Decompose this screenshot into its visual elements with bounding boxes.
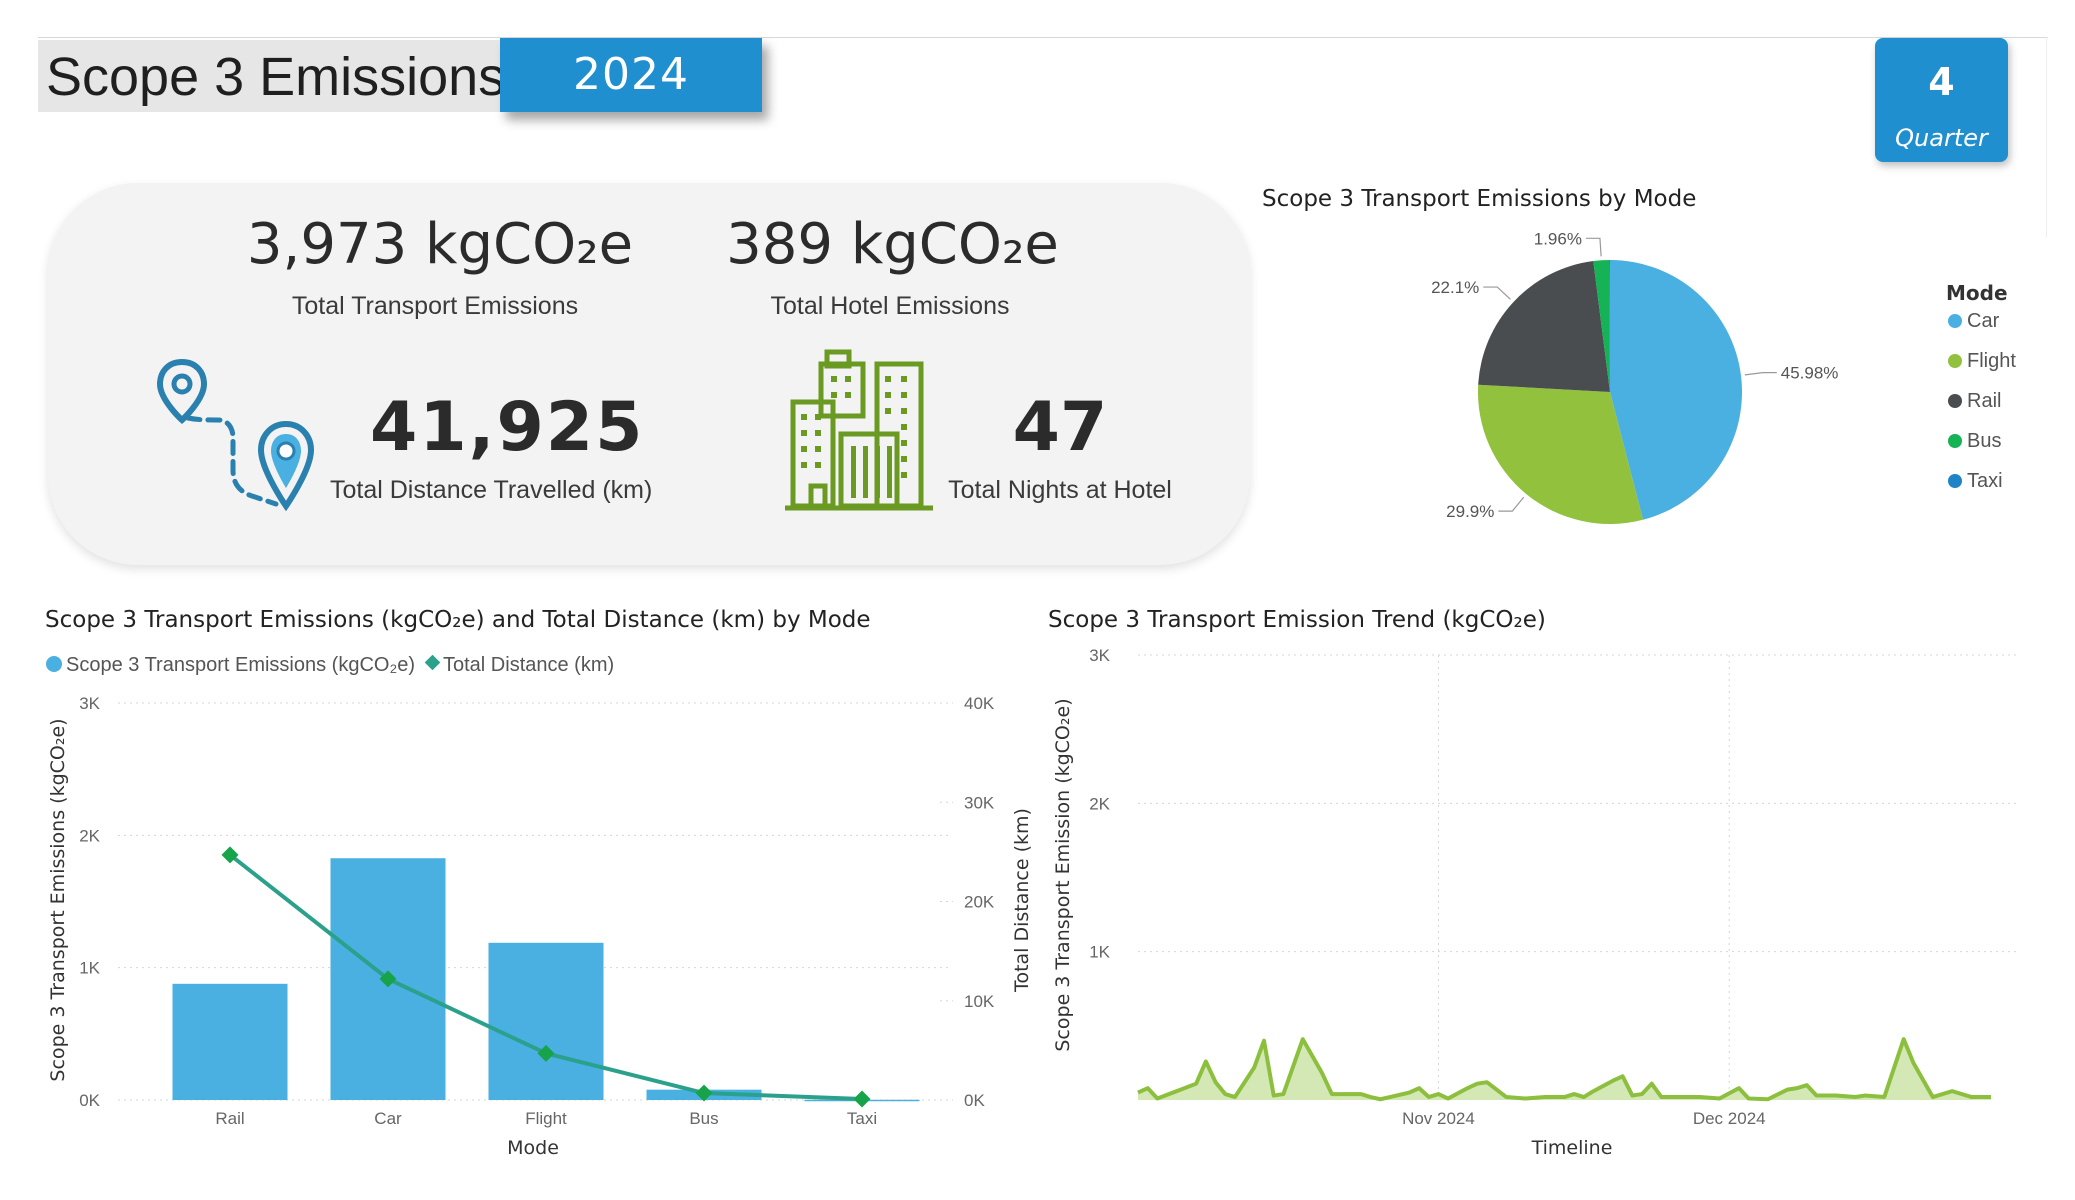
page-title-box: Scope 3 Emissions (38, 40, 505, 112)
kpi-distance-label: Total Distance Travelled (km) (330, 476, 653, 504)
legend-item-emissions[interactable]: Scope 3 Transport Emissions (kgCO₂e) (66, 654, 415, 676)
pie-data-label: 1.96% (1534, 229, 1582, 248)
distance-point-taxi[interactable] (853, 1090, 871, 1108)
x-tick-label: Flight (525, 1109, 567, 1128)
y2-tick-label: 10K (964, 992, 995, 1011)
x-tick-label: Nov 2024 (1402, 1109, 1475, 1128)
pie-data-label: 22.1% (1431, 278, 1479, 297)
bar-flight[interactable] (488, 942, 604, 1100)
kpi-transport-emissions-value: 3,973 kgCO₂e (246, 212, 634, 277)
year-filter-button[interactable]: 2024 (500, 38, 762, 112)
pie-slice-flight[interactable] (1478, 384, 1643, 524)
x-tick-label: Taxi (847, 1109, 877, 1128)
bar-rail[interactable] (172, 983, 288, 1100)
kpi-distance-value: 41,925 (370, 388, 645, 467)
kpi-panel (48, 183, 1250, 565)
legend-item-taxi[interactable]: Taxi (1967, 470, 2003, 492)
y-tick-label: 1K (79, 959, 100, 978)
trend-line[interactable] (1137, 1037, 1991, 1102)
pie-data-label: 29.9% (1446, 502, 1494, 521)
kpi-nights-value: 47 (1012, 388, 1108, 467)
y-tick-label: 1K (1089, 943, 1110, 962)
page-title: Scope 3 Emissions (46, 47, 506, 107)
legend-marker-bus (1948, 434, 1962, 448)
pie-leader-line (1744, 372, 1777, 376)
pie-data-label: 45.98% (1781, 364, 1839, 383)
y2-tick-label: 30K (964, 793, 995, 812)
kpi-transport-emissions-label: Total Transport Emissions (291, 292, 579, 320)
pie-slice-bus[interactable] (1593, 260, 1610, 392)
legend-marker-emissions (46, 656, 62, 672)
kpi-nights-label: Total Nights at Hotel (948, 476, 1172, 504)
x-tick-label: Rail (215, 1109, 244, 1128)
hotel-building-icon (785, 349, 933, 511)
legend-item-rail[interactable]: Rail (1967, 390, 2001, 412)
quarter-label: Quarter (1895, 124, 1988, 152)
y2-axis-title: Total Distance (km) (1011, 808, 1033, 993)
distance-point-car[interactable] (379, 970, 397, 988)
header-divider (38, 37, 2048, 38)
y-tick-label: 0K (79, 1091, 100, 1110)
pie-slice-rail[interactable] (1478, 261, 1610, 392)
pie-chart-title: Scope 3 Transport Emissions by Mode (1262, 186, 1697, 212)
legend-marker-flight (1948, 354, 1962, 368)
kpi-hotel-emissions-label: Total Hotel Emissions (770, 292, 1010, 320)
header-divider-right (2046, 37, 2047, 237)
legend-item-flight[interactable]: Flight (1967, 350, 2016, 372)
y2-tick-label: 20K (964, 893, 995, 912)
x-tick-label: Car (374, 1109, 402, 1128)
pie-slice-car[interactable] (1610, 260, 1742, 520)
quarter-value: 4 (1928, 60, 1955, 104)
combo-chart-title: Scope 3 Transport Emissions (kgCO₂e) and… (45, 607, 871, 633)
distance-point-flight[interactable] (537, 1044, 555, 1062)
y-axis-title: Scope 3 Transport Emissions (kgCO₂e) (47, 718, 69, 1081)
kpi-hotel-emissions-value: 389 kgCO₂e (726, 212, 1059, 277)
pie-legend-title: Mode (1946, 281, 2008, 305)
legend-item-bus[interactable]: Bus (1967, 430, 2001, 452)
x-tick-label: Dec 2024 (1693, 1109, 1766, 1128)
y-tick-label: 3K (79, 694, 100, 713)
y-tick-label: 2K (79, 826, 100, 845)
legend-marker-car (1948, 314, 1962, 328)
x-axis-title: Mode (507, 1137, 559, 1159)
y-axis-title: Scope 3 Transport Emission (kgCO₂e) (1052, 698, 1074, 1051)
pie-leader-line (1483, 286, 1511, 300)
trend-chart-title: Scope 3 Transport Emission Trend (kgCO₂e… (1048, 607, 1546, 633)
quarter-card[interactable]: 4 Quarter (1875, 38, 2008, 162)
legend-marker-rail (1948, 394, 1962, 408)
y-tick-label: 2K (1089, 794, 1110, 813)
pie-leader-line (1498, 496, 1525, 512)
x-axis-title: Timeline (1531, 1137, 1613, 1159)
distance-point-bus[interactable] (695, 1084, 713, 1102)
y-tick-label: 3K (1089, 646, 1110, 665)
legend-item-car[interactable]: Car (1967, 310, 2000, 332)
route-map-pin-icon (156, 358, 315, 512)
y2-tick-label: 0K (964, 1091, 985, 1110)
distance-point-rail[interactable] (221, 846, 239, 864)
y2-tick-label: 40K (964, 694, 995, 713)
pie-leader-line (1585, 237, 1602, 257)
x-tick-label: Bus (689, 1109, 718, 1128)
legend-item-distance[interactable]: Total Distance (km) (443, 654, 614, 676)
legend-marker-taxi (1948, 474, 1962, 488)
